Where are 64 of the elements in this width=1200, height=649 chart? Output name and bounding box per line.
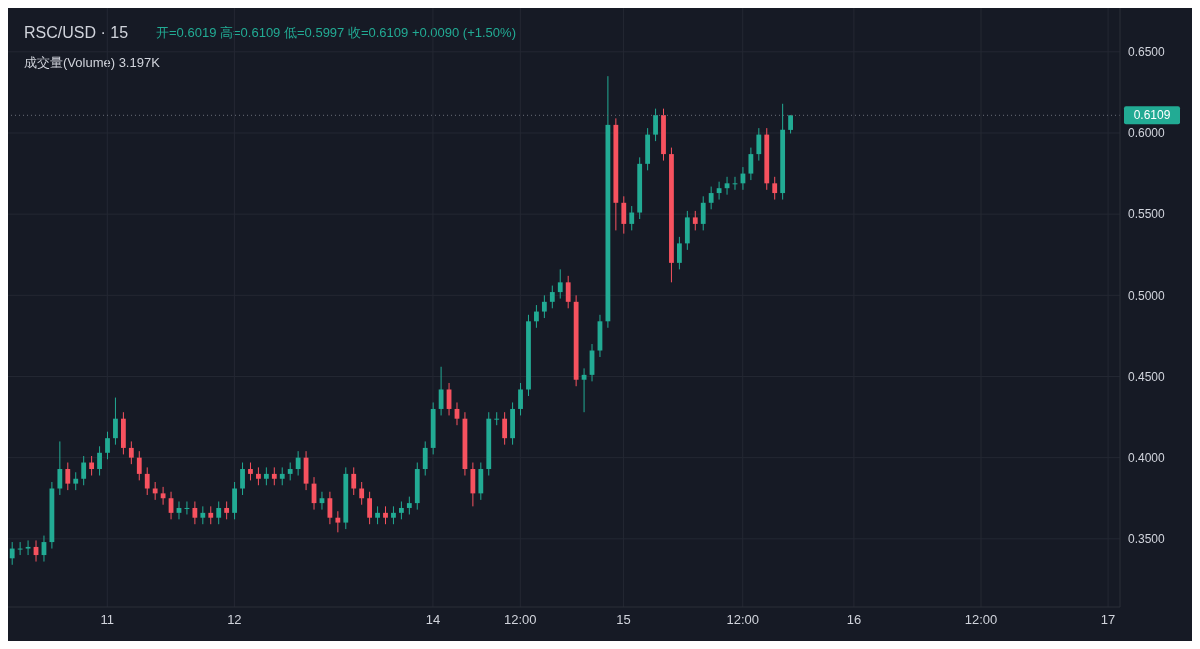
candlestick (629, 205, 635, 231)
ref-line-label: 0.6109 (1133, 108, 1171, 123)
text: RSC/USD · 15 (24, 24, 129, 42)
candlestick (621, 195, 627, 235)
candlestick (25, 539, 31, 556)
candlestick (549, 285, 555, 309)
y-tick-label: 0.3500 (1128, 532, 1166, 547)
y-tick-label: 0.6500 (1128, 45, 1166, 60)
annotation: 成交量(Volume) 3.197K (24, 54, 160, 72)
candlestick (97, 445, 102, 477)
candlestick (716, 181, 722, 201)
candlestick (216, 500, 222, 525)
y-tick-label: 0.5000 (1128, 288, 1166, 303)
candlestick (518, 382, 523, 416)
candlestick (772, 176, 778, 201)
x-tick-label: 12 (227, 612, 242, 628)
candlestick (438, 366, 444, 416)
candlestick (160, 486, 166, 506)
candlestick (105, 431, 110, 460)
candlestick (89, 455, 95, 477)
candlestick (113, 397, 118, 446)
candlestick (541, 294, 547, 319)
y-tick-label: 0.5500 (1128, 207, 1166, 222)
candlestick (494, 411, 500, 426)
candlestick (351, 466, 357, 496)
x-tick-label: 17 (1100, 612, 1116, 628)
x-tick-label: 12:00 (504, 612, 537, 628)
candlestick (57, 440, 63, 496)
candlestick (367, 491, 373, 525)
x-tick-label: 15 (616, 612, 631, 628)
candlestick (9, 541, 15, 566)
x-tick-label: 11 (100, 612, 115, 628)
candlestick (692, 210, 698, 231)
candlestick (502, 411, 508, 446)
candlestick (557, 268, 563, 300)
x-tick-label: 12:00 (726, 612, 759, 628)
candlestick (700, 195, 706, 231)
y-tick-label: 0.4500 (1128, 369, 1166, 384)
candlestick (756, 127, 762, 162)
candlestick (748, 147, 754, 181)
y-tick-label: 0.6000 (1128, 126, 1166, 141)
candlestick (422, 440, 428, 477)
y-tick-label: 0.4000 (1128, 450, 1166, 465)
candlestick (65, 462, 71, 491)
candlestick (136, 450, 142, 481)
candlestick (676, 236, 682, 270)
candlestick (359, 481, 365, 506)
candlestick (708, 186, 714, 210)
candlestick (295, 450, 301, 477)
x-tick-label: 12:00 (964, 612, 998, 628)
candlestick (17, 541, 23, 556)
annotation: 开=0.6019 高=0.6109 低=0.5997 收=0.6109 +0.0090 (+1.50%) (156, 24, 516, 42)
candlestick (81, 455, 87, 486)
candlestick (565, 275, 571, 309)
candlestick (335, 510, 341, 533)
candlestick (240, 462, 245, 496)
x-tick-label: 16 (846, 612, 862, 628)
x-tick-label: 14 (425, 612, 441, 628)
candlestick (788, 114, 793, 134)
candlestick (128, 440, 134, 465)
candlestick (653, 108, 658, 142)
candlestick (192, 500, 198, 525)
candlestick (144, 466, 150, 496)
candlestick (534, 304, 539, 329)
